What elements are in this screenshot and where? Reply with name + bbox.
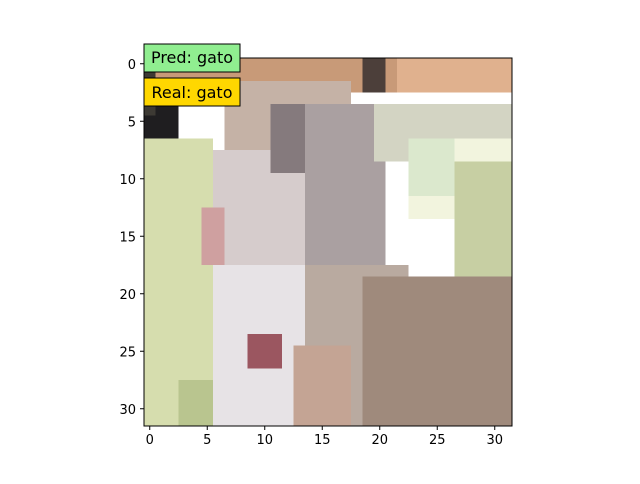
pred-label-box: Pred: gato xyxy=(143,43,241,73)
x-tick-label: 5 xyxy=(203,433,211,448)
x-tick-label: 15 xyxy=(314,433,331,448)
y-tick-label: 15 xyxy=(119,230,136,245)
x-tick-label: 30 xyxy=(486,433,503,448)
pixel-region-1 xyxy=(397,58,512,93)
axes-frame xyxy=(143,57,513,427)
y-tick-label: 10 xyxy=(119,173,136,188)
y-tick-label: 0 xyxy=(128,58,136,73)
pixel-region-18 xyxy=(201,207,225,265)
x-axis: 0 5 10 15 20 25 30 xyxy=(146,426,503,448)
y-axis: 0 5 10 15 20 25 30 xyxy=(119,58,144,418)
y-tick-label: 5 xyxy=(128,115,136,130)
pixel-region-20 xyxy=(270,104,305,173)
pixel-region-19 xyxy=(247,334,282,369)
pixel-region-6 xyxy=(454,161,512,277)
x-tick-label: 10 xyxy=(256,433,273,448)
pixel-region-8 xyxy=(178,380,213,426)
pred-label: Pred: gato xyxy=(151,48,233,67)
pixel-image xyxy=(144,58,512,426)
x-tick-label: 20 xyxy=(371,433,388,448)
real-label: Real: gato xyxy=(152,83,233,102)
pixel-region-16 xyxy=(362,58,386,93)
pixel-region-13 xyxy=(293,345,351,426)
pixel-region-12 xyxy=(362,276,512,426)
x-tick-label: 25 xyxy=(429,433,446,448)
y-tick-label: 30 xyxy=(119,403,136,418)
y-tick-label: 20 xyxy=(119,288,136,303)
pixel-region-17 xyxy=(408,138,455,196)
y-tick-label: 25 xyxy=(119,345,136,360)
real-label-box: Real: gato xyxy=(143,77,241,107)
pixel-region-7 xyxy=(144,138,213,426)
x-tick-label: 0 xyxy=(146,433,154,448)
